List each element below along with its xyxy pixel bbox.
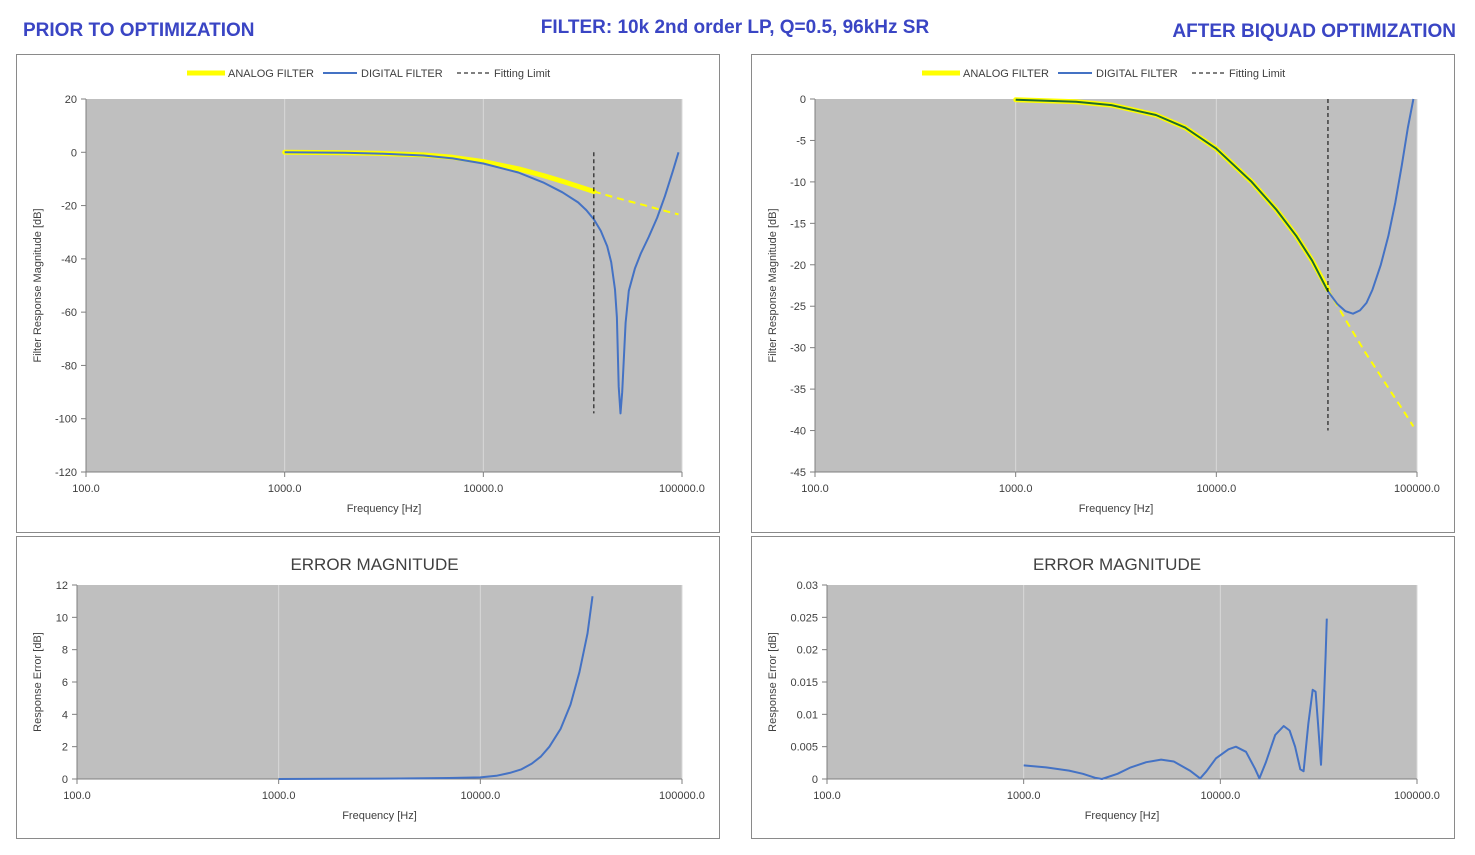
- y-tick-label: 4: [62, 709, 68, 721]
- after-response-panel: 100.0 1000.0 10000.0 100000.0 0 -5 -10 -15 -20 -2…: [751, 54, 1455, 533]
- after-optimization-header: AFTER BIQUAD OPTIMIZATION: [1172, 21, 1456, 42]
- y-tick-label: -20: [61, 201, 77, 213]
- plot-area: [827, 585, 1417, 779]
- digital-filter-line-tail: [593, 152, 680, 415]
- x-tick-label: 10000.0: [463, 483, 503, 495]
- y-tick-label: -60: [61, 307, 77, 319]
- x-tick-label: 100.0: [63, 790, 91, 802]
- y-tick-label: 2: [62, 742, 68, 754]
- after-error-panel: 100.0 1000.0 10000.0 100000.0 0.03 0.025 0.02 0…: [751, 536, 1455, 839]
- legend: ANALOG FILTER DIGITAL FILTER Fitting Limit: [922, 68, 1285, 80]
- y-axis-label: Filter Response Magnitude [dB]: [32, 208, 44, 362]
- y-axis-label: Response Error [dB]: [767, 632, 779, 732]
- y-tick-label: -15: [790, 218, 806, 230]
- x-tick-label: 10000.0: [460, 790, 500, 802]
- x-tick-label: 100.0: [813, 790, 841, 802]
- y-axis-label: Filter Response Magnitude [dB]: [767, 208, 779, 362]
- chart-title: ERROR MAGNITUDE: [290, 555, 458, 574]
- x-tick-label: 100000.0: [1394, 483, 1440, 495]
- plot-area: [86, 99, 682, 472]
- before-response-panel: 100.0 1000.0 10000.0 100000.0 20 0 -20 -40 -60 -8…: [16, 54, 720, 533]
- y-tick-label: 0: [800, 94, 806, 106]
- y-tick-label: 12: [56, 580, 68, 592]
- x-axis-label: Frequency [Hz]: [342, 810, 417, 822]
- y-tick-label: 8: [62, 645, 68, 657]
- x-tick-label: 1000.0: [999, 483, 1033, 495]
- x-tick-label: 100.0: [801, 483, 829, 495]
- chart-title: ERROR MAGNITUDE: [1033, 555, 1201, 574]
- x-tick-label: 10000.0: [1196, 483, 1236, 495]
- legend-label: Fitting Limit: [1229, 68, 1285, 80]
- x-tick-label: 100.0: [72, 483, 100, 495]
- legend-label: Fitting Limit: [494, 68, 550, 80]
- y-tick-label: -45: [790, 467, 806, 479]
- y-tick-label: -100: [55, 414, 77, 426]
- x-axis-label: Frequency [Hz]: [347, 503, 422, 515]
- y-tick-label: -80: [61, 360, 77, 372]
- y-axis-label: Response Error [dB]: [32, 632, 44, 732]
- y-tick-label: 20: [65, 94, 77, 106]
- analog-filter-extension: [1327, 289, 1415, 427]
- y-tick-label: 0: [62, 774, 68, 786]
- digital-filter-line-tail: [1327, 98, 1415, 315]
- y-tick-label: 0.025: [790, 612, 818, 624]
- before-response-chart: 100.0 1000.0 10000.0 100000.0 20 0 -20 -40 -60 -8…: [32, 68, 705, 515]
- y-tick-label: -35: [790, 384, 806, 396]
- x-tick-label: 100000.0: [659, 483, 705, 495]
- digital-filter-line: [1015, 98, 1329, 292]
- before-error-chart: 100.0 1000.0 10000.0 100000.0 12 10 8 6 4 2 0 Frequ…: [32, 555, 705, 822]
- y-tick-label: -5: [796, 135, 806, 147]
- x-axis-label: Frequency [Hz]: [1079, 503, 1154, 515]
- y-tick-label: -25: [790, 301, 806, 313]
- y-tick-label: 0.015: [790, 677, 818, 689]
- x-tick-label: 1000.0: [268, 483, 302, 495]
- y-tick-label: 0: [71, 147, 77, 159]
- x-tick-label: 10000.0: [1200, 790, 1240, 802]
- y-tick-label: 10: [56, 612, 68, 624]
- y-tick-label: 0.02: [797, 645, 818, 657]
- x-tick-label: 100000.0: [659, 790, 705, 802]
- x-tick-label: 1000.0: [1007, 790, 1041, 802]
- prior-optimization-header: PRIOR TO OPTIMIZATION: [23, 20, 255, 41]
- y-tick-label: 0.01: [797, 709, 818, 721]
- legend-label: DIGITAL FILTER: [361, 68, 443, 80]
- plot-area: [815, 99, 1417, 472]
- legend-label: ANALOG FILTER: [228, 68, 314, 80]
- y-tick-label: 0.03: [797, 580, 818, 592]
- legend: ANALOG FILTER DIGITAL FILTER Fitting Limit: [187, 68, 550, 80]
- filter-description-header: FILTER: 10k 2nd order LP, Q=0.5, 96kHz S…: [540, 17, 930, 38]
- y-tick-label: -10: [790, 177, 806, 189]
- error-line: [1023, 618, 1328, 780]
- y-tick-label: -30: [790, 343, 806, 355]
- after-response-chart: 100.0 1000.0 10000.0 100000.0 0 -5 -10 -15 -20 -2…: [767, 68, 1440, 515]
- after-error-chart: 100.0 1000.0 10000.0 100000.0 0.03 0.025 0.02 0…: [767, 555, 1440, 822]
- before-error-panel: 100.0 1000.0 10000.0 100000.0 12 10 8 6 4 2 0 Frequ…: [16, 536, 720, 839]
- analog-filter-extension: [593, 190, 679, 216]
- x-tick-label: 1000.0: [262, 790, 296, 802]
- x-axis-label: Frequency [Hz]: [1085, 810, 1160, 822]
- y-tick-label: -20: [790, 260, 806, 272]
- x-tick-label: 100000.0: [1394, 790, 1440, 802]
- plot-area: [77, 585, 682, 779]
- y-tick-label: 0.005: [790, 742, 818, 754]
- y-tick-label: 6: [62, 677, 68, 689]
- y-tick-label: 0: [812, 774, 818, 786]
- y-tick-label: -40: [61, 254, 77, 266]
- error-line: [278, 596, 594, 780]
- y-tick-label: -120: [55, 467, 77, 479]
- digital-filter-line: [284, 151, 595, 221]
- y-tick-label: -40: [790, 426, 806, 438]
- legend-label: ANALOG FILTER: [963, 68, 1049, 80]
- legend-label: DIGITAL FILTER: [1096, 68, 1178, 80]
